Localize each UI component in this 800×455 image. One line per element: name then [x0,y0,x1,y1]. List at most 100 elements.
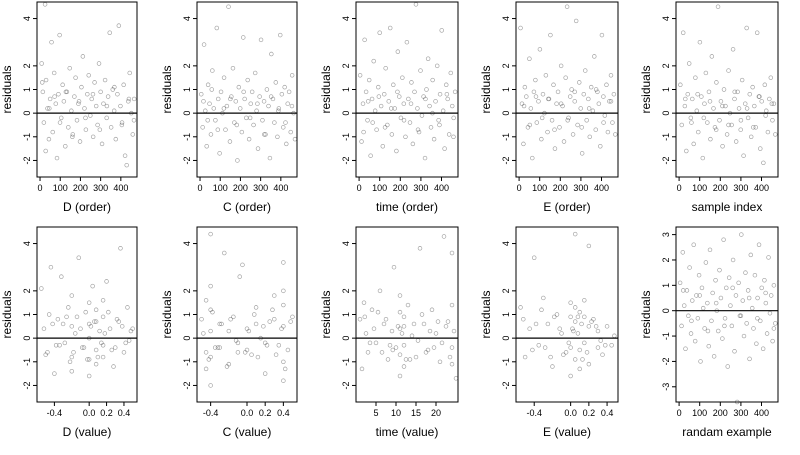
residual-point [552,127,557,132]
residual-point [570,132,576,137]
residual-point [431,345,437,350]
x-tick-label: 0 [517,183,522,193]
residual-point [534,120,540,125]
residual-point [768,293,774,298]
residual-point [369,307,375,312]
residual-point [750,84,755,90]
residual-point [771,101,777,106]
y-tick-label: 2 [182,63,192,68]
residual-point [89,96,94,102]
residual-point [449,302,455,308]
residual-point [99,340,104,346]
residual-point [691,242,696,247]
residual-point [734,399,740,405]
x-axis-title: C (value) [223,425,272,439]
residual-point [733,139,739,144]
residual-point [381,321,387,327]
residual-point [721,87,727,92]
residual-point [439,28,444,33]
residual-point [391,264,397,270]
residual-point [85,357,90,362]
residual-point [213,118,218,123]
residual-point [439,340,445,346]
residual-point [685,92,690,97]
residual-point [234,122,240,128]
residual-point [88,113,93,118]
residual-point [272,317,277,322]
residual-point [361,129,366,135]
residual-point [235,340,241,346]
residual-point [52,94,57,99]
residual-point [577,80,582,85]
residual-point [276,343,282,348]
residual-point [100,314,106,320]
residual-point [397,373,403,379]
residual-point [95,354,101,360]
residual-point [437,92,443,97]
residual-point [361,300,367,305]
residual-point [401,101,407,106]
residual-point [724,132,730,137]
residual-point [241,35,246,40]
y-tick-label: -1 [501,358,511,366]
y-tick-label: 0 [182,111,192,116]
residual-point [419,312,425,317]
residual-point [387,343,393,348]
residual-point [229,94,234,99]
residual-point [522,84,528,90]
residual-point [131,96,137,102]
residual-point [436,118,441,123]
residual-point [205,82,211,87]
x-tick-label: 300 [413,183,428,193]
residual-point [107,30,112,35]
residual-point [567,94,573,99]
residual-point [684,288,690,293]
residual-point [217,345,222,350]
residual-point [215,127,221,132]
residual-point [770,338,775,344]
residual-point [689,120,694,125]
residual-point [389,106,394,111]
residual-point [64,314,69,320]
residual-point [586,96,591,102]
residual-point [60,82,65,87]
y-tick-label: -2 [661,357,671,365]
residual-point [208,283,213,289]
residual-point [723,103,728,109]
residual-point [78,326,83,331]
residual-point [755,295,760,301]
residual-point [554,101,559,106]
residual-point [592,54,597,59]
y-tick-label: -1 [661,332,671,340]
residual-point [702,101,707,106]
residual-point [607,99,612,104]
residual-point [220,110,225,116]
residual-point [713,127,719,132]
residual-point [575,122,580,128]
residual-point [588,84,594,90]
residual-point [706,343,711,349]
panel-10: 0 100 200 300 400 -3 -2 -1 0 1 2 3 randam example res… [639,226,779,439]
residual-point [360,101,366,106]
residual-point [519,101,525,106]
residual-point [609,343,614,348]
residual-point [251,122,256,128]
residual-point [363,331,369,336]
y-tick-label: -1 [501,133,511,141]
residual-point [518,305,523,310]
residual-point [570,326,575,331]
residual-point [539,115,545,121]
residual-point [694,108,700,114]
x-axis-title: time (value) [376,425,439,439]
residual-point [285,347,291,353]
x-tick-label: 0 [357,183,362,193]
residual-point [761,160,766,166]
residual-point [424,87,429,92]
residual-point [264,343,270,348]
residual-point [582,298,587,303]
residual-point [397,326,403,331]
residual-point [370,120,375,125]
residual-point [771,326,777,331]
residual-point [548,354,553,360]
